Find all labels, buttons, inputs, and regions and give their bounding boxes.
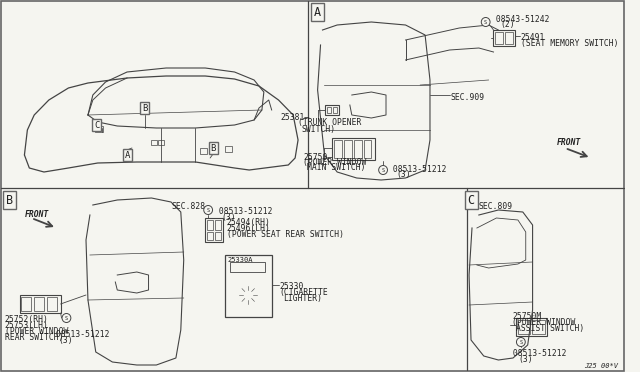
- Bar: [505, 32, 513, 44]
- Bar: [495, 32, 503, 44]
- Text: 25330A: 25330A: [228, 257, 253, 263]
- Text: 08513-51212: 08513-51212: [214, 207, 273, 216]
- Bar: [215, 220, 221, 230]
- Text: 25753(LH): 25753(LH): [5, 321, 49, 330]
- Bar: [354, 140, 362, 158]
- Bar: [47, 297, 57, 311]
- Text: LIGHTER): LIGHTER): [284, 294, 323, 303]
- Bar: [200, 148, 207, 154]
- Text: B: B: [6, 193, 13, 206]
- Text: S: S: [65, 315, 68, 321]
- Circle shape: [379, 166, 387, 174]
- Text: J25 00*V: J25 00*V: [584, 363, 618, 369]
- Bar: [493, 30, 515, 46]
- Bar: [344, 140, 352, 158]
- Circle shape: [237, 283, 260, 307]
- Text: 25494(RH): 25494(RH): [227, 218, 271, 227]
- Circle shape: [221, 148, 248, 176]
- Text: 08513-51212: 08513-51212: [51, 330, 109, 339]
- Text: SEC.909: SEC.909: [451, 93, 484, 102]
- Text: (CIGARETTE: (CIGARETTE: [280, 288, 328, 297]
- Text: S: S: [207, 208, 210, 212]
- Text: 08513-51212: 08513-51212: [508, 349, 566, 358]
- Circle shape: [65, 148, 92, 176]
- Bar: [518, 320, 530, 334]
- Text: SEC.828: SEC.828: [171, 202, 205, 211]
- Circle shape: [204, 205, 212, 215]
- Circle shape: [70, 154, 86, 170]
- Circle shape: [516, 337, 525, 346]
- Bar: [532, 320, 545, 334]
- Text: 25381—: 25381—: [280, 113, 310, 122]
- Text: (3): (3): [518, 355, 532, 364]
- Text: A: A: [314, 6, 321, 19]
- Text: C: C: [467, 193, 475, 206]
- Bar: [152, 140, 157, 145]
- Text: (2): (2): [500, 20, 515, 29]
- Text: 25491: 25491: [521, 33, 545, 42]
- Bar: [225, 255, 271, 317]
- Text: (3): (3): [222, 213, 236, 222]
- Bar: [207, 220, 213, 230]
- Bar: [334, 140, 342, 158]
- Bar: [158, 140, 164, 145]
- Text: (POWER SEAT REAR SWITCH): (POWER SEAT REAR SWITCH): [227, 230, 344, 239]
- Bar: [215, 232, 221, 240]
- Text: MAIN SWITCH): MAIN SWITCH): [307, 163, 365, 172]
- Text: (POWER WINDOW: (POWER WINDOW: [303, 158, 366, 167]
- Text: B: B: [211, 144, 216, 153]
- Text: S: S: [484, 19, 487, 25]
- Text: SWITCH): SWITCH): [302, 125, 336, 134]
- Text: 25330: 25330: [280, 282, 304, 291]
- Bar: [95, 126, 102, 132]
- Text: 08543-51242: 08543-51242: [491, 15, 549, 24]
- Text: A: A: [124, 151, 130, 160]
- Bar: [207, 232, 213, 240]
- Bar: [205, 218, 223, 242]
- Bar: [230, 262, 265, 272]
- Circle shape: [481, 17, 490, 26]
- Text: ASSIST SWITCH): ASSIST SWITCH): [516, 324, 584, 333]
- Circle shape: [62, 314, 71, 323]
- Text: (POWER WINDOW: (POWER WINDOW: [512, 318, 575, 327]
- Bar: [333, 107, 337, 113]
- Bar: [34, 297, 44, 311]
- Bar: [225, 146, 232, 152]
- Text: FRONT: FRONT: [24, 210, 49, 219]
- Text: S: S: [519, 340, 522, 344]
- Text: FRONT: FRONT: [557, 138, 581, 147]
- Text: (POWER WINDOW: (POWER WINDOW: [5, 327, 68, 336]
- Text: S: S: [381, 167, 385, 173]
- Text: SEC.809: SEC.809: [479, 202, 513, 211]
- Bar: [364, 140, 371, 158]
- Text: 08513-51212: 08513-51212: [388, 165, 447, 174]
- Text: (TRUNK OPENER: (TRUNK OPENER: [298, 118, 362, 127]
- Text: 25496(LH): 25496(LH): [227, 224, 271, 233]
- Text: 25752(RH): 25752(RH): [5, 315, 49, 324]
- Text: 25750M: 25750M: [512, 312, 541, 321]
- Bar: [516, 318, 547, 336]
- Text: (3): (3): [59, 336, 73, 345]
- Text: B: B: [142, 103, 147, 112]
- Text: (3): (3): [397, 170, 412, 179]
- Bar: [325, 105, 339, 115]
- Circle shape: [227, 154, 242, 170]
- Text: 25750—: 25750—: [303, 153, 332, 162]
- Bar: [332, 138, 375, 160]
- Bar: [20, 295, 61, 313]
- Text: (SEAT MEMORY SWITCH): (SEAT MEMORY SWITCH): [521, 39, 618, 48]
- Bar: [328, 107, 332, 113]
- Circle shape: [241, 288, 255, 302]
- Text: REAR SWITCH): REAR SWITCH): [5, 333, 63, 342]
- Text: C: C: [94, 121, 99, 129]
- Bar: [22, 297, 31, 311]
